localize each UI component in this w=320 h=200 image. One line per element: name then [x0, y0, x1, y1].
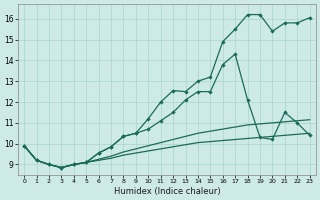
X-axis label: Humidex (Indice chaleur): Humidex (Indice chaleur) — [114, 187, 220, 196]
